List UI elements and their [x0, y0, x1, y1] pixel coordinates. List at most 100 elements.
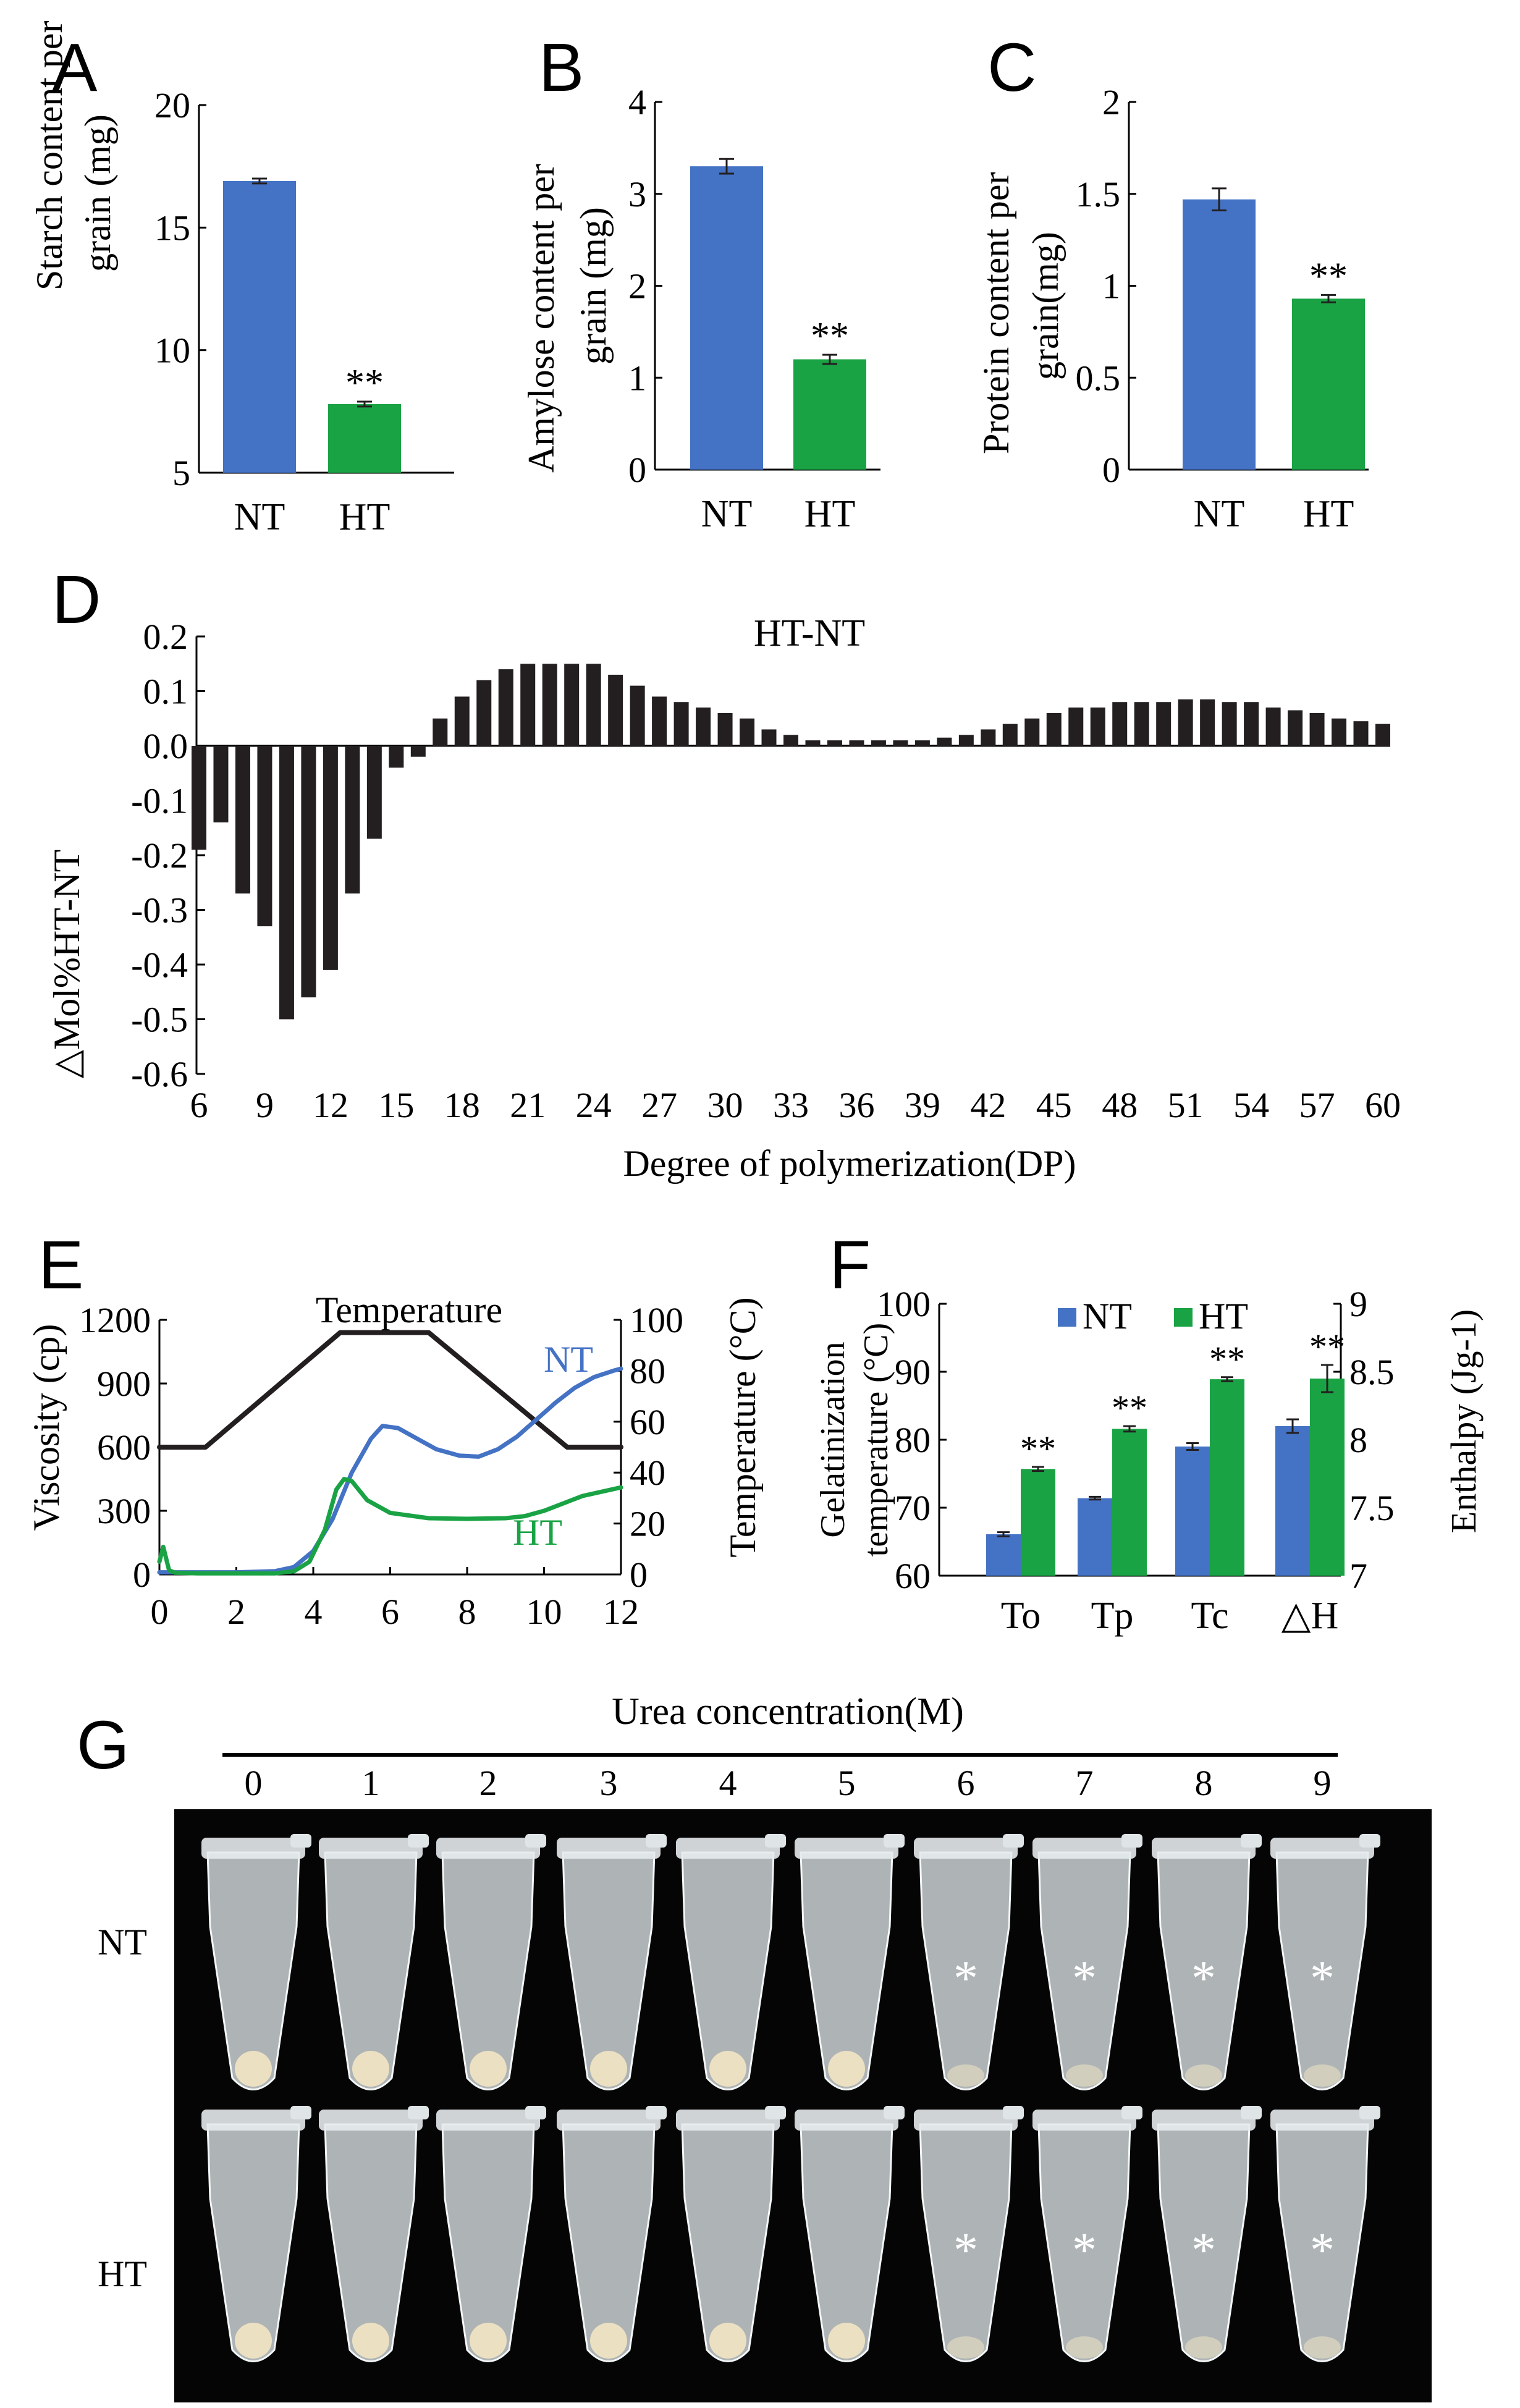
bar-dp-41 [958, 735, 974, 746]
x-tick-label-ht: HT [1303, 493, 1354, 535]
concentration-label-9: 9 [1314, 1763, 1332, 1803]
tube-cap-nt-4 [676, 1838, 780, 1859]
tube-cap-ht-9 [1270, 2110, 1374, 2131]
y-tick-label-left: 90 [895, 1352, 931, 1392]
chart-f-ylabel-right: Enthalpy (Jg-1) [1443, 1309, 1484, 1533]
tube-pellet-ht-1 [352, 2323, 389, 2359]
concentration-label-3: 3 [600, 1763, 618, 1803]
concentration-label-1: 1 [362, 1763, 380, 1803]
y-tick-label-right: 20 [630, 1504, 665, 1544]
y-tick-label-right: 8.5 [1349, 1352, 1395, 1392]
asterisk-mark: * [1310, 2223, 1335, 2278]
x-tick-label: 0 [151, 1592, 169, 1632]
bar-dp-42 [981, 729, 996, 746]
bar-dp-13 [345, 746, 360, 893]
panel-g-urea: Urea concentration(M) 0 1 2 3 4 5 6 7 8 9 NT HT *… [98, 1691, 1432, 2402]
chart-e-ylabel-left: Viscosity (cp) [26, 1324, 67, 1531]
tube-pellet-nt-8 [1185, 2064, 1222, 2087]
tube-hinge-nt-5 [884, 1834, 905, 1848]
bar-dp-7 [213, 746, 229, 822]
panel-letter-e: E [38, 1227, 83, 1303]
tube-cap-nt-2 [436, 1838, 540, 1859]
tube-hinge-nt-1 [408, 1834, 429, 1848]
bar-nt-0 [986, 1534, 1021, 1576]
chart-e-viscosity: Viscosity (cp) Temperature (°C) Temperat… [26, 1290, 763, 1632]
x-tick-label: 57 [1299, 1085, 1335, 1125]
x-tick-label: 15 [378, 1085, 414, 1125]
tube-pellet-ht-9 [1304, 2336, 1341, 2359]
y-tick-label: 0 [628, 450, 646, 490]
tube-hinge-nt-7 [1121, 1834, 1142, 1848]
bar-dp-58 [1332, 718, 1347, 746]
x-tick-label: To [1001, 1595, 1041, 1637]
chart-f-ylabel-left-1: Gelatinization [814, 1341, 852, 1537]
y-tick-label: 1 [1102, 266, 1120, 306]
tube-nt-8 [1157, 1851, 1251, 2090]
tube-nt-9 [1275, 1851, 1369, 2090]
y-tick-label: 15 [154, 208, 190, 248]
asterisk-mark: * [1191, 1951, 1216, 2006]
bar-dp-46 [1068, 708, 1084, 746]
panel-letter-f: F [829, 1227, 871, 1303]
y-tick-label-left: 80 [895, 1420, 931, 1460]
tube-pellet-nt-9 [1304, 2064, 1341, 2087]
chart-e-nt-label: NT [544, 1339, 593, 1380]
chart-f-gelatinization: Gelatinization temperature (°C) Enthalpy… [814, 1284, 1484, 1637]
tube-grid: * * * * * * * * [201, 1834, 1380, 2362]
chart-b-ylabel-1: Amylose content per [521, 164, 562, 473]
chart-d-xlabel: Degree of polymerization(DP) [623, 1143, 1076, 1184]
y-tick-label: 3 [628, 174, 646, 214]
tube-ht-6 [919, 2123, 1013, 2362]
y-tick-label: -0.4 [131, 945, 188, 985]
tube-hinge-nt-2 [525, 1834, 546, 1848]
concentration-label-6: 6 [957, 1763, 975, 1803]
panel-letter-b: B [539, 30, 584, 106]
bar-dp-28 [673, 702, 689, 746]
bar-dp-53 [1222, 702, 1237, 746]
panel-letter-g: G [77, 1707, 130, 1783]
bar-dp-43 [1002, 724, 1018, 746]
y-tick-label-left: 900 [97, 1364, 151, 1404]
bar-dp-14 [366, 746, 382, 839]
y-tick-label-right: 100 [630, 1300, 683, 1340]
y-tick-label: 0.1 [143, 672, 188, 712]
tube-pellet-nt-6 [947, 2064, 984, 2087]
bar-dp-40 [937, 737, 952, 746]
x-tick-label-ht: HT [339, 496, 391, 538]
legend-label-ht: HT [1199, 1296, 1248, 1337]
bar-ht [793, 359, 866, 470]
chart-e-ht-label: HT [513, 1512, 562, 1553]
tube-pellet-nt-2 [470, 2051, 507, 2087]
tube-hinge-ht-0 [290, 2106, 311, 2119]
tube-cap-nt-6 [914, 1838, 1018, 1859]
legend-label-nt: NT [1083, 1296, 1132, 1337]
legend-swatch-nt [1058, 1308, 1076, 1327]
y-tick-label: 0 [1102, 450, 1120, 490]
bar-dp-20 [498, 669, 513, 746]
y-tick-label-right: 80 [630, 1351, 665, 1391]
bar-dp-57 [1309, 712, 1325, 746]
x-tick-label: 21 [510, 1085, 546, 1125]
bar-dp-6 [192, 746, 206, 850]
bar-dp-18 [454, 696, 470, 746]
bar-ht-2 [1210, 1379, 1244, 1576]
x-tick-label: 51 [1168, 1085, 1204, 1125]
tube-pellet-nt-1 [352, 2051, 389, 2087]
x-tick-label: 10 [526, 1592, 562, 1632]
tube-hinge-ht-1 [408, 2106, 429, 2119]
y-tick-label-right: 0 [630, 1555, 648, 1595]
x-tick-label: 12 [313, 1085, 348, 1125]
significance-mark: ** [811, 315, 849, 357]
concentration-label-8: 8 [1195, 1763, 1213, 1803]
tube-ht-8 [1157, 2123, 1251, 2362]
x-tick-label-ht: HT [804, 493, 856, 535]
tube-pellet-nt-4 [709, 2051, 746, 2087]
concentration-label-2: 2 [479, 1763, 497, 1803]
tube-hinge-nt-8 [1241, 1834, 1262, 1848]
tube-pellet-ht-3 [590, 2323, 627, 2359]
panel-letter-a: A [52, 30, 98, 106]
y-tick-label: 10 [154, 331, 190, 371]
chart-b-amylose: Amylose content per grain (mg) 0 1 2 3 4 NT HT… [521, 82, 880, 535]
tube-cap-ht-1 [319, 2110, 423, 2131]
tube-nt-1 [324, 1851, 418, 2090]
